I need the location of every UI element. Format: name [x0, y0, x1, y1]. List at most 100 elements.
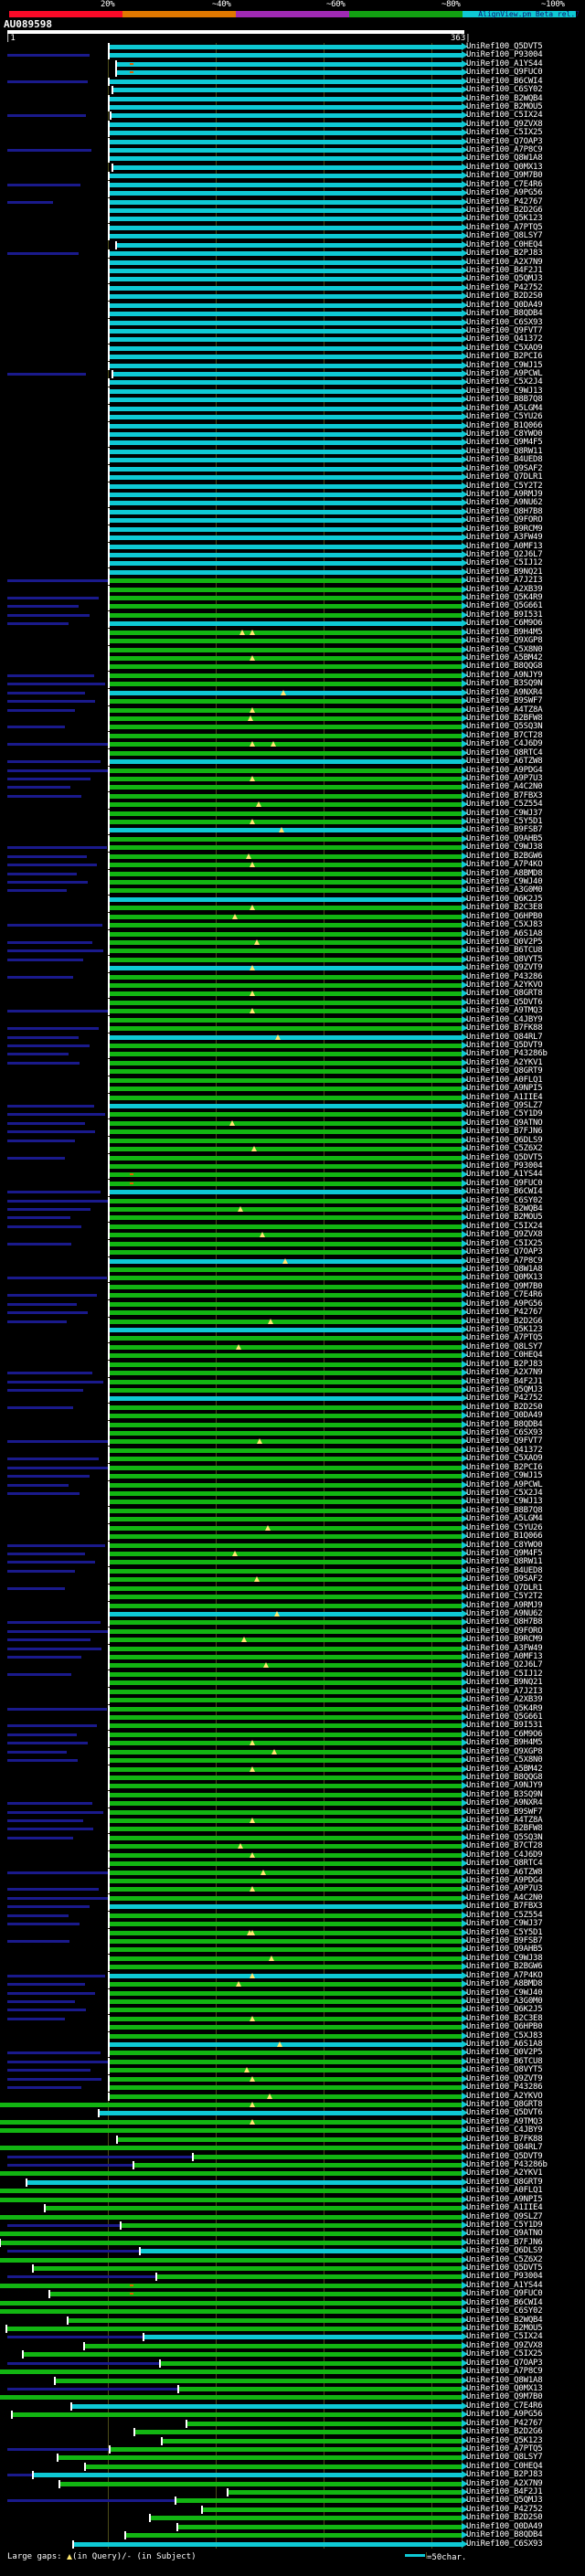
alignment-row[interactable]: UniRef100_A2YKV1 [0, 1058, 585, 1067]
alignment-row[interactable]: UniRef100_C5Y1D9 [0, 1109, 585, 1119]
alignment-row[interactable]: UniRef100_Q9M4F5 [0, 1549, 585, 1558]
subject-label[interactable]: UniRef100_B1Q066 [466, 1532, 543, 1542]
hit-bar[interactable] [110, 742, 462, 747]
hit-bar[interactable] [110, 217, 462, 222]
alignment-row[interactable]: UniRef100_Q84RL7 [0, 1033, 585, 1042]
hit-bar[interactable] [110, 415, 462, 420]
alignment-row[interactable]: UniRef100_Q0DA49 [0, 2522, 585, 2531]
subject-label[interactable]: UniRef100_B7FJN6 [466, 1127, 543, 1137]
subject-label[interactable]: UniRef100_Q8H7B8 [466, 1617, 543, 1627]
subject-label[interactable]: UniRef100_A2YKVO [466, 981, 543, 991]
subject-label[interactable]: UniRef100_Q9ATNO [466, 2229, 543, 2239]
hit-bar[interactable] [117, 61, 462, 67]
hit-bar[interactable] [27, 2179, 462, 2185]
hit-bar[interactable] [110, 328, 462, 334]
subject-label[interactable]: UniRef100_A6S1A8 [466, 2040, 543, 2050]
alignment-row[interactable]: UniRef100_B1Q066 [0, 1532, 585, 1542]
hit-bar[interactable] [110, 535, 462, 541]
alignment-row[interactable]: UniRef100_C6SX93 [0, 2539, 585, 2549]
subject-label[interactable]: UniRef100_Q9AHB5 [466, 1945, 543, 1955]
hit-bar[interactable] [85, 2343, 462, 2348]
subject-label[interactable]: UniRef100_B2D2G6 [466, 1316, 543, 1326]
alignment-row[interactable]: UniRef100_P42767 [0, 2419, 585, 2428]
subject-label[interactable]: UniRef100_A7PTQ5 [466, 1333, 543, 1343]
alignment-row[interactable]: UniRef100_A8BMD8 [0, 1979, 585, 1989]
hit-bar[interactable] [110, 432, 462, 438]
hit-bar[interactable] [176, 2498, 462, 2504]
alignment-row[interactable]: UniRef100_Q9ZVX8 [0, 120, 585, 129]
hit-bar[interactable] [110, 853, 462, 859]
hit-bar[interactable] [110, 1517, 462, 1522]
hit-bar[interactable] [110, 1447, 462, 1453]
alignment-row[interactable]: UniRef100_A9NJY9 [0, 1781, 585, 1791]
alignment-row[interactable]: UniRef100_Q9SLZ7 [0, 2212, 585, 2221]
alignment-row[interactable]: UniRef100_Q8RW11 [0, 447, 585, 456]
hit-bar[interactable] [110, 1620, 462, 1626]
alignment-row[interactable]: UniRef100_B2C3E8 [0, 2014, 585, 2023]
hit-bar[interactable] [0, 2103, 462, 2108]
alignment-row[interactable]: UniRef100_C4J6D9 [0, 1850, 585, 1860]
subject-label[interactable]: UniRef100_C5Y1D9 [466, 1109, 543, 1119]
alignment-row[interactable]: UniRef100_Q5QMJ3 [0, 274, 585, 284]
subject-label[interactable]: UniRef100_C4JBY9 [466, 1014, 543, 1024]
subject-label[interactable]: UniRef100_Q5DVT5 [466, 42, 543, 51]
hit-bar[interactable] [110, 1982, 462, 1988]
alignment-row[interactable]: UniRef100_Q8RTC4 [0, 1859, 585, 1869]
alignment-row[interactable]: UniRef100_Q7OAP3 [0, 2359, 585, 2368]
hit-bar[interactable] [34, 2473, 462, 2478]
alignment-row[interactable]: UniRef100_Q8RW11 [0, 1557, 585, 1567]
alignment-row[interactable]: UniRef100_Q5G661 [0, 1712, 585, 1722]
alignment-row[interactable]: UniRef100_A7P4KO [0, 860, 585, 870]
hit-bar[interactable] [110, 518, 462, 524]
alignment-row[interactable]: UniRef100_A7J2I3 [0, 576, 585, 586]
subject-label[interactable]: UniRef100_B2BGW6 [466, 1962, 543, 1972]
hit-bar[interactable] [110, 1861, 462, 1867]
subject-label[interactable]: UniRef100_Q9FUC0 [466, 68, 543, 78]
hit-bar[interactable] [113, 164, 462, 170]
alignment-row[interactable]: UniRef100_Q0MX13 [0, 163, 585, 172]
subject-label[interactable]: UniRef100_P43286b [466, 1049, 548, 1059]
subject-label[interactable]: UniRef100_B8QDB4 [466, 2530, 543, 2540]
hit-bar[interactable] [110, 509, 462, 514]
subject-label[interactable]: UniRef100_Q8LSY7 [466, 231, 543, 241]
hit-bar[interactable] [110, 1147, 462, 1152]
hit-bar[interactable] [110, 1190, 462, 1195]
alignment-row[interactable]: UniRef100_Q9FVT7 [0, 326, 585, 335]
alignment-row[interactable]: UniRef100_B2D2G6 [0, 206, 585, 216]
hit-bar[interactable] [110, 733, 462, 738]
subject-label[interactable]: UniRef100_C6M9O6 [466, 619, 543, 629]
alignment-row[interactable]: UniRef100_Q41372 [0, 1446, 585, 1455]
alignment-row[interactable]: UniRef100_B8QQG8 [0, 1773, 585, 1782]
hit-bar[interactable] [110, 1120, 462, 1126]
subject-label[interactable]: UniRef100_A6S1A8 [466, 928, 543, 938]
hit-bar[interactable] [110, 1431, 462, 1436]
hit-bar[interactable] [110, 174, 462, 179]
subject-label[interactable]: UniRef100_B2C3E8 [466, 903, 543, 913]
hit-bar[interactable] [110, 1525, 462, 1531]
alignment-row[interactable]: UniRef100_Q5G661 [0, 601, 585, 611]
subject-label[interactable]: UniRef100_Q5K4R9 [466, 593, 543, 603]
alignment-row[interactable]: UniRef100_B9SWF7 [0, 1807, 585, 1817]
alignment-row[interactable]: UniRef100_A2X7N9 [0, 1368, 585, 1378]
subject-label[interactable]: UniRef100_C0HEQ4 [466, 239, 543, 249]
subject-label[interactable]: UniRef100_A9P7U3 [466, 1884, 543, 1894]
alignment-row[interactable]: UniRef100_C5Z554 [0, 1911, 585, 1920]
hit-bar[interactable] [110, 888, 462, 894]
alignment-row[interactable]: UniRef100_C6M9O6 [0, 619, 585, 629]
subject-label[interactable]: UniRef100_B9NQ21 [466, 567, 543, 577]
alignment-row[interactable]: UniRef100_A3FW49 [0, 533, 585, 543]
alignment-row[interactable]: UniRef100_B2WQB4 [0, 94, 585, 103]
subject-label[interactable]: UniRef100_C6SX93 [466, 1428, 543, 1438]
alignment-row[interactable]: UniRef100_B1Q066 [0, 421, 585, 430]
hit-bar[interactable] [117, 242, 462, 248]
subject-label[interactable]: UniRef100_C9WJ13 [466, 1497, 543, 1507]
hit-bar[interactable] [110, 604, 462, 610]
alignment-row[interactable]: UniRef100_A9NPI5 [0, 2195, 585, 2204]
alignment-row[interactable]: UniRef100_P43286 [0, 2083, 585, 2093]
alignment-row[interactable]: UniRef100_C0HEQ4 [0, 239, 585, 249]
alignment-row[interactable]: UniRef100_Q7OAP3 [0, 1247, 585, 1257]
hit-bar[interactable] [24, 2352, 462, 2358]
alignment-row[interactable]: UniRef100_A9P7U3 [0, 774, 585, 783]
hit-bar[interactable] [0, 2128, 462, 2134]
alignment-row[interactable]: UniRef100_B9NQ21 [0, 1678, 585, 1688]
